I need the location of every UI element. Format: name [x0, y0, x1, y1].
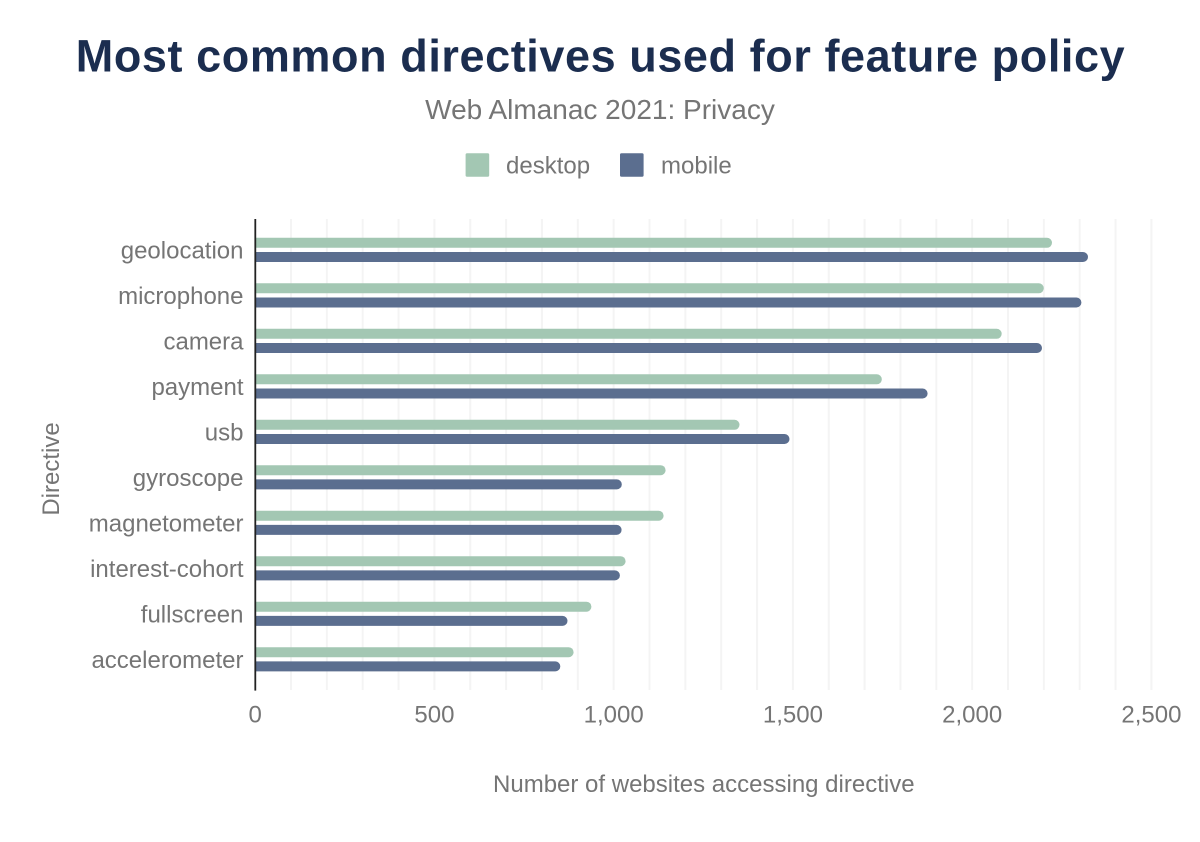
svg-text:Most common directives used fo: Most common directives used for feature … [76, 31, 1125, 82]
svg-text:1,000: 1,000 [584, 701, 644, 728]
svg-text:fullscreen: fullscreen [141, 601, 244, 628]
svg-text:1,500: 1,500 [763, 701, 823, 728]
svg-text:payment: payment [151, 374, 243, 401]
svg-text:Web Almanac 2021: Privacy: Web Almanac 2021: Privacy [425, 94, 775, 125]
svg-text:Directive: Directive [38, 422, 65, 515]
svg-text:gyroscope: gyroscope [133, 465, 244, 492]
svg-text:desktop: desktop [506, 153, 590, 180]
svg-text:camera: camera [163, 328, 244, 355]
svg-text:Number of websites accessing d: Number of websites accessing directive [493, 771, 915, 798]
svg-text:interest-cohort: interest-cohort [90, 556, 244, 583]
svg-text:0: 0 [248, 701, 261, 728]
svg-text:usb: usb [205, 419, 244, 446]
svg-text:mobile: mobile [661, 153, 732, 180]
svg-text:accelerometer: accelerometer [91, 647, 243, 674]
svg-text:2,500: 2,500 [1121, 701, 1181, 728]
svg-text:500: 500 [414, 701, 454, 728]
svg-text:microphone: microphone [118, 283, 243, 310]
svg-text:geolocation: geolocation [121, 237, 244, 264]
svg-text:magnetometer: magnetometer [89, 510, 244, 537]
svg-text:2,000: 2,000 [942, 701, 1002, 728]
